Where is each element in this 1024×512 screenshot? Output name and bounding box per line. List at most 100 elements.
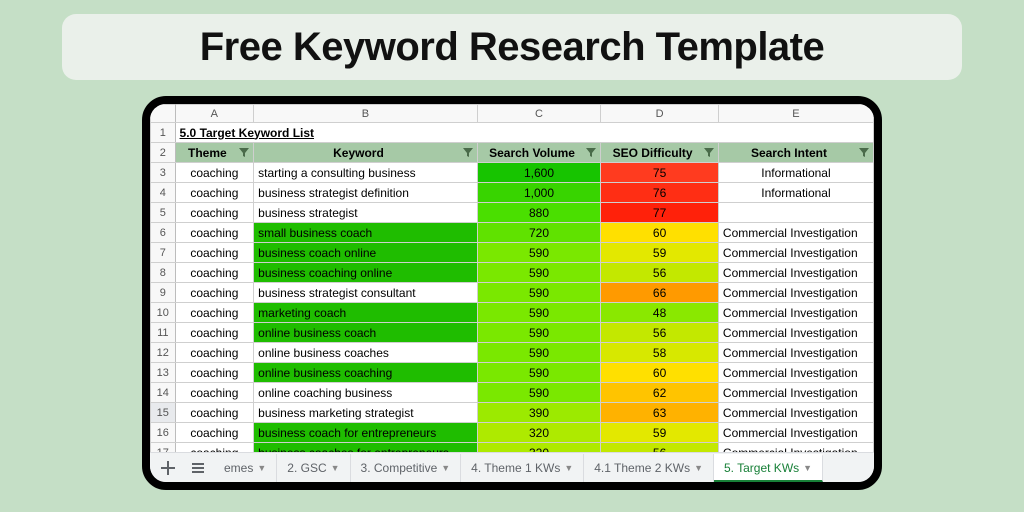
corner-cell[interactable] [151, 105, 176, 123]
cell-theme[interactable]: coaching [175, 423, 254, 443]
cell-intent[interactable]: Commercial Investigation [718, 283, 873, 303]
cell-theme[interactable]: coaching [175, 383, 254, 403]
cell-volume[interactable]: 590 [477, 323, 601, 343]
cell-intent[interactable]: Commercial Investigation [718, 323, 873, 343]
cell-volume[interactable]: 1,000 [477, 183, 601, 203]
chevron-down-icon[interactable]: ▼ [441, 463, 450, 473]
add-sheet-button[interactable] [154, 456, 182, 480]
row-number[interactable]: 16 [151, 423, 176, 443]
chevron-down-icon[interactable]: ▼ [331, 463, 340, 473]
filter-icon[interactable] [584, 146, 598, 160]
cell-volume[interactable]: 590 [477, 263, 601, 283]
row-number[interactable]: 1 [151, 123, 176, 143]
cell-theme[interactable]: coaching [175, 403, 254, 423]
row-number[interactable]: 8 [151, 263, 176, 283]
cell-volume[interactable]: 590 [477, 343, 601, 363]
cell-keyword[interactable]: business coach for entrepreneurs [254, 423, 478, 443]
cell-keyword[interactable]: online business coaching [254, 363, 478, 383]
sheet-tab[interactable]: 3. Competitive▼ [351, 454, 462, 482]
cell-keyword[interactable]: business coaches for entrepreneurs [254, 443, 478, 453]
header-difficulty[interactable]: SEO Difficulty [601, 143, 719, 163]
cell-theme[interactable]: coaching [175, 343, 254, 363]
col-letter[interactable]: A [175, 105, 254, 123]
header-intent[interactable]: Search Intent [718, 143, 873, 163]
sheet-tab[interactable]: 4.1 Theme 2 KWs▼ [584, 454, 714, 482]
chevron-down-icon[interactable]: ▼ [257, 463, 266, 473]
cell-intent[interactable]: Commercial Investigation [718, 363, 873, 383]
cell-difficulty[interactable]: 59 [601, 423, 719, 443]
sheet-tab[interactable]: 2. GSC▼ [277, 454, 350, 482]
cell-difficulty[interactable]: 56 [601, 263, 719, 283]
cell-volume[interactable]: 590 [477, 303, 601, 323]
header-keyword[interactable]: Keyword [254, 143, 478, 163]
cell-intent[interactable]: Commercial Investigation [718, 223, 873, 243]
cell-difficulty[interactable]: 75 [601, 163, 719, 183]
all-sheets-button[interactable] [184, 456, 212, 480]
cell-volume[interactable]: 320 [477, 443, 601, 453]
cell-difficulty[interactable]: 58 [601, 343, 719, 363]
row-number[interactable]: 7 [151, 243, 176, 263]
cell-intent[interactable]: Informational [718, 163, 873, 183]
cell-volume[interactable]: 590 [477, 243, 601, 263]
cell-difficulty[interactable]: 48 [601, 303, 719, 323]
col-letter[interactable]: C [477, 105, 601, 123]
row-number[interactable]: 4 [151, 183, 176, 203]
cell-difficulty[interactable]: 62 [601, 383, 719, 403]
cell-theme[interactable]: coaching [175, 323, 254, 343]
row-number[interactable]: 12 [151, 343, 176, 363]
filter-icon[interactable] [461, 146, 475, 160]
cell-theme[interactable]: coaching [175, 223, 254, 243]
row-number[interactable]: 11 [151, 323, 176, 343]
cell-intent[interactable]: Commercial Investigation [718, 443, 873, 453]
spreadsheet-table[interactable]: A B C D E 1 5.0 Target Keyword List 2 Th… [150, 104, 874, 452]
row-number[interactable]: 3 [151, 163, 176, 183]
chevron-down-icon[interactable]: ▼ [694, 463, 703, 473]
row-number[interactable]: 10 [151, 303, 176, 323]
cell-difficulty[interactable]: 60 [601, 223, 719, 243]
cell-difficulty[interactable]: 56 [601, 323, 719, 343]
cell-theme[interactable]: coaching [175, 283, 254, 303]
cell-volume[interactable]: 1,600 [477, 163, 601, 183]
cell-keyword[interactable]: business strategist [254, 203, 478, 223]
row-number[interactable]: 14 [151, 383, 176, 403]
cell-keyword[interactable]: small business coach [254, 223, 478, 243]
cell-keyword[interactable]: online business coaches [254, 343, 478, 363]
cell-difficulty[interactable]: 56 [601, 443, 719, 453]
row-number[interactable]: 5 [151, 203, 176, 223]
cell-intent[interactable]: Informational [718, 183, 873, 203]
sheet-tab[interactable]: 4. Theme 1 KWs▼ [461, 454, 584, 482]
cell-keyword[interactable]: business coach online [254, 243, 478, 263]
row-number[interactable]: 9 [151, 283, 176, 303]
cell-intent[interactable]: Commercial Investigation [718, 243, 873, 263]
cell-volume[interactable]: 880 [477, 203, 601, 223]
cell-keyword[interactable]: business marketing strategist [254, 403, 478, 423]
chevron-down-icon[interactable]: ▼ [803, 463, 812, 473]
filter-icon[interactable] [702, 146, 716, 160]
cell-intent[interactable]: Commercial Investigation [718, 403, 873, 423]
cell-keyword[interactable]: marketing coach [254, 303, 478, 323]
sheet-tab[interactable]: 5. Target KWs▼ [714, 454, 823, 482]
cell-keyword[interactable]: online coaching business [254, 383, 478, 403]
col-letter[interactable]: E [718, 105, 873, 123]
cell-volume[interactable]: 590 [477, 383, 601, 403]
col-letter[interactable]: D [601, 105, 719, 123]
header-volume[interactable]: Search Volume [477, 143, 601, 163]
cell-difficulty[interactable]: 60 [601, 363, 719, 383]
cell-theme[interactable]: coaching [175, 203, 254, 223]
cell-keyword[interactable]: business coaching online [254, 263, 478, 283]
cell-volume[interactable]: 390 [477, 403, 601, 423]
cell-intent[interactable]: Commercial Investigation [718, 383, 873, 403]
cell-volume[interactable]: 320 [477, 423, 601, 443]
cell-keyword[interactable]: business strategist definition [254, 183, 478, 203]
cell-intent[interactable]: Commercial Investigation [718, 343, 873, 363]
cell-theme[interactable]: coaching [175, 363, 254, 383]
col-letter[interactable]: B [254, 105, 478, 123]
chevron-down-icon[interactable]: ▼ [564, 463, 573, 473]
cell-difficulty[interactable]: 66 [601, 283, 719, 303]
row-number[interactable]: 2 [151, 143, 176, 163]
cell-theme[interactable]: coaching [175, 243, 254, 263]
cell-keyword[interactable]: online business coach [254, 323, 478, 343]
sheet-tab[interactable]: emes▼ [214, 454, 277, 482]
cell-difficulty[interactable]: 59 [601, 243, 719, 263]
cell-intent[interactable]: Commercial Investigation [718, 303, 873, 323]
